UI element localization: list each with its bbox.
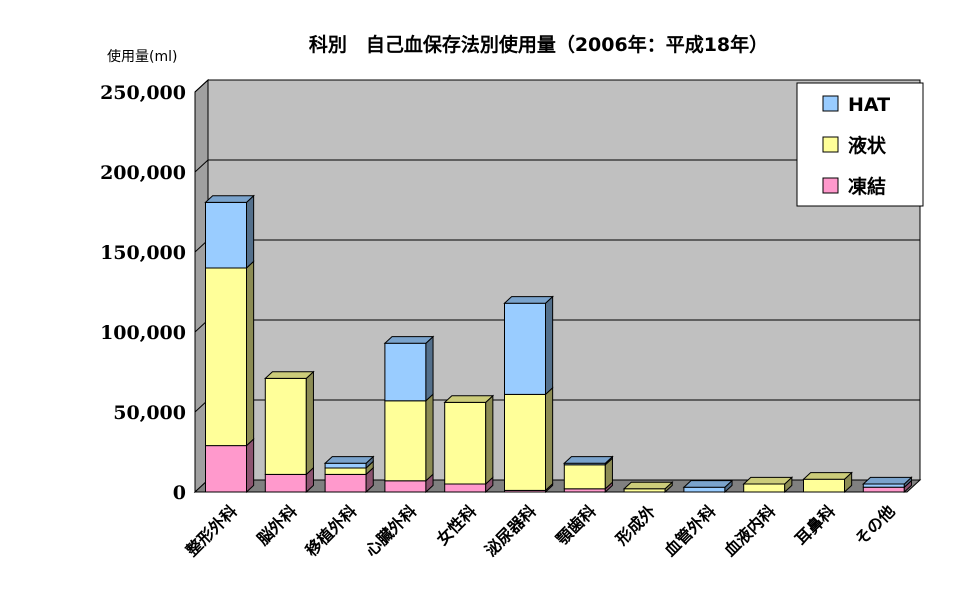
bar-top	[802, 472, 853, 480]
bar-segment	[205, 267, 247, 447]
bar-segment	[324, 462, 367, 469]
x-tick-label: 泌尿器科	[481, 501, 540, 560]
bar-side	[425, 393, 434, 482]
bar-top	[563, 456, 614, 464]
bar-top	[443, 395, 495, 403]
x-tick-label: 心臓外科	[362, 501, 421, 560]
bar-segment	[803, 478, 845, 493]
legend-box	[796, 82, 924, 207]
bar-segment	[205, 201, 247, 269]
y-ticks: 0 50,000 100,000 150,000 200,000 250,000	[100, 82, 186, 504]
bar-side	[246, 194, 255, 270]
x-tick-label: 形成外	[612, 501, 659, 548]
bar-top	[503, 296, 554, 304]
y-axis-label: 使用量(ml)	[107, 49, 178, 65]
bar-segment	[384, 342, 427, 402]
x-tick-label: 整形外科	[181, 501, 240, 560]
x-tick-label: 耳鼻科	[791, 501, 838, 548]
bar-top	[204, 195, 255, 203]
bar-segment	[444, 483, 487, 493]
legend-label: HAT	[848, 94, 890, 116]
legend-swatch	[822, 136, 839, 153]
y-tick-label: 200,000	[100, 162, 186, 184]
legend-swatch	[822, 95, 839, 112]
bar-side	[246, 437, 255, 494]
bar-segment	[504, 302, 546, 395]
bar-segment	[862, 486, 905, 493]
legend-label: 液状	[848, 134, 887, 157]
bar-side	[485, 394, 494, 486]
legend-swatch	[822, 177, 839, 194]
bar-side	[545, 295, 554, 396]
bar-top	[264, 371, 315, 379]
floor	[193, 479, 922, 493]
bar-top	[622, 481, 674, 490]
y-tick-label: 0	[173, 482, 186, 504]
bar-segment	[384, 400, 427, 482]
gridline	[194, 79, 920, 93]
bar-segment	[264, 377, 307, 475]
y-tick-label: 150,000	[100, 242, 186, 264]
x-tick-label: 女性科	[433, 501, 480, 548]
x-tick-label: 血液内科	[720, 501, 779, 560]
bar-side	[545, 386, 554, 492]
chart-title: 科別 自己血保存法別使用量（2006年：平成18年）	[308, 34, 769, 56]
bar-side	[305, 370, 314, 476]
gridline	[194, 159, 920, 173]
bar-segment	[205, 445, 247, 493]
bar-top	[323, 456, 375, 464]
bar-segment	[504, 393, 546, 491]
bar-segment	[324, 473, 367, 493]
bar-top	[383, 336, 435, 344]
bar-segment	[563, 464, 606, 490]
x-ticks: 整形外科 脳外科 移植外科 心臓外科 女性科 泌尿器科 顎歯科 形成外 血管外科 血液内科 耳鼻科そ…	[181, 501, 898, 560]
bar-side	[246, 260, 255, 447]
bar-top	[742, 476, 794, 485]
y-tick-label: 250,000	[100, 82, 186, 104]
y-tick-label: 50,000	[113, 402, 186, 424]
x-tick-label: 脳外科	[253, 501, 300, 548]
bar-segment	[743, 483, 786, 493]
x-tick-label: 移植外科	[302, 501, 361, 560]
bar-side	[425, 335, 434, 402]
x-tick-label: その他	[851, 501, 898, 548]
bar-top	[682, 480, 734, 488]
bar-top	[862, 476, 913, 485]
bar-segment	[324, 467, 367, 475]
legend-label: 凍結	[848, 175, 886, 198]
x-tick-label: 顎歯科	[552, 501, 599, 548]
y-tick-label: 100,000	[100, 322, 186, 344]
bar-segment	[264, 473, 307, 493]
bars	[204, 194, 913, 494]
x-tick-label: 血管外科	[661, 501, 720, 560]
bar-segment	[384, 480, 427, 493]
bar-segment	[444, 401, 487, 485]
bar-segment	[683, 486, 726, 493]
